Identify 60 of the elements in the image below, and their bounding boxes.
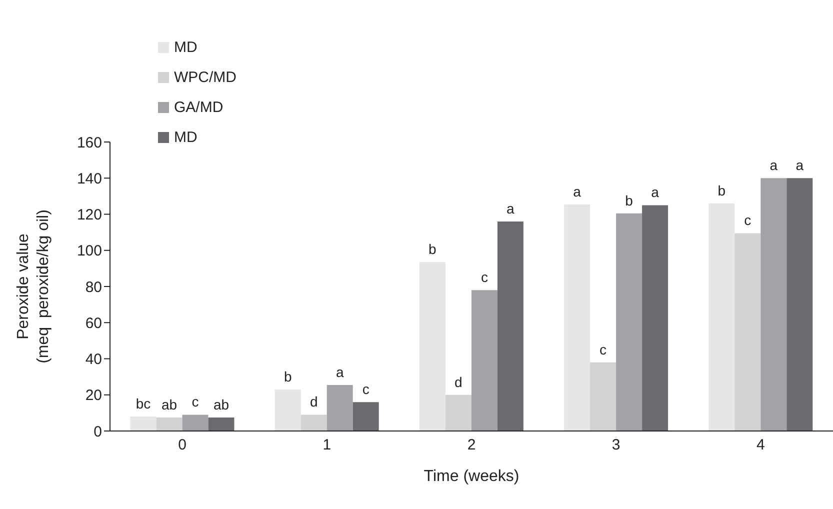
data-label: a <box>336 364 344 380</box>
x-tick-label: 4 <box>756 436 765 454</box>
bar <box>208 417 234 431</box>
bar <box>708 203 735 431</box>
data-label: b <box>625 192 634 208</box>
data-label: ab <box>213 396 230 412</box>
bar <box>274 389 301 431</box>
bar <box>734 233 761 431</box>
y-tick-label: 160 <box>76 134 102 152</box>
x-tick-label: 1 <box>322 436 332 454</box>
y-tick-label: 140 <box>76 170 102 188</box>
legend-label: MD <box>174 38 198 56</box>
y-tick-label: 0 <box>94 423 102 440</box>
bar <box>471 290 498 431</box>
data-label: a <box>573 183 582 200</box>
data-label: a <box>770 157 778 174</box>
bar <box>564 204 590 431</box>
y-tick-label: 20 <box>85 387 102 404</box>
x-tick-label: 3 <box>612 436 620 454</box>
bar <box>156 417 182 431</box>
data-label: a <box>506 200 515 216</box>
data-label: c <box>600 341 607 358</box>
bar <box>130 416 156 431</box>
y-tick-label: 60 <box>85 314 102 332</box>
x-axis-title: Time (weeks) <box>424 468 520 485</box>
bar <box>760 178 787 431</box>
x-tick-label: 2 <box>467 436 476 454</box>
bar <box>445 394 472 431</box>
data-label: b <box>284 368 292 384</box>
data-label: a <box>651 184 660 200</box>
legend-label: MD <box>174 128 198 146</box>
data-label: c <box>744 212 752 228</box>
data-label: c <box>480 269 488 286</box>
legend-label: GA/MD <box>174 98 224 116</box>
y-tick-label: 40 <box>85 351 102 368</box>
bar <box>590 362 616 431</box>
bar <box>352 402 379 431</box>
data-label: ab <box>161 396 178 412</box>
data-label: bc <box>136 396 151 412</box>
data-label: d <box>310 394 318 410</box>
y-tick-label: 100 <box>76 242 102 260</box>
data-label: c <box>192 394 199 410</box>
data-label: d <box>454 374 462 390</box>
data-label: a <box>796 157 804 174</box>
bar <box>300 414 327 431</box>
bar <box>182 414 208 431</box>
data-label: b <box>428 241 437 258</box>
bar <box>642 205 668 431</box>
legend-label: WPC/MD <box>174 68 236 86</box>
bar <box>786 178 813 431</box>
bar <box>419 262 446 431</box>
y-axis-title: Peroxide value (meq peroxide/kg oil) <box>15 210 52 364</box>
y-tick-label: 120 <box>76 206 102 224</box>
data-label: b <box>718 182 726 198</box>
bar <box>497 221 524 431</box>
bar <box>326 384 353 431</box>
y-tick-label: 80 <box>85 278 102 296</box>
bar <box>616 213 642 431</box>
data-label: c <box>362 381 370 398</box>
x-tick-label: 0 <box>178 436 186 454</box>
